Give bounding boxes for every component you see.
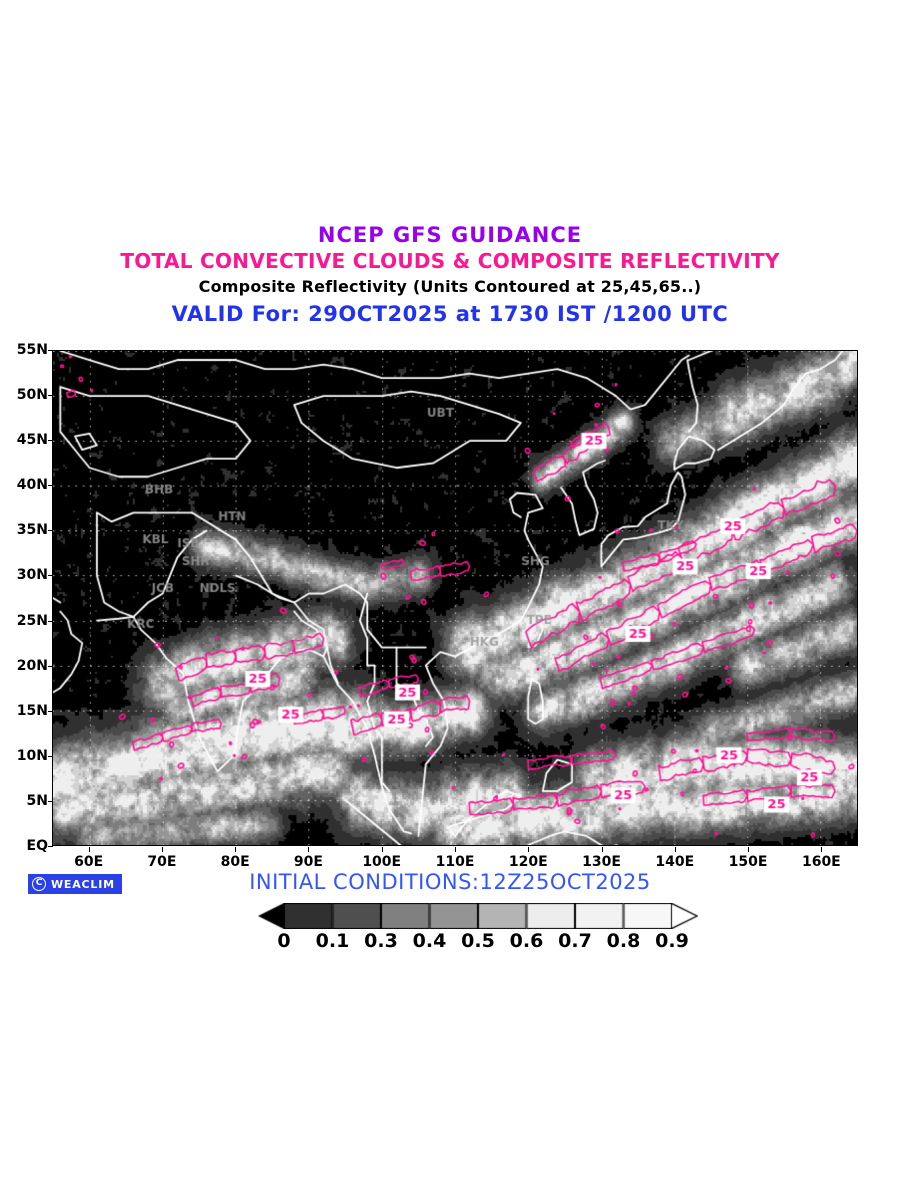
longitude-tick-mark: [88, 847, 90, 852]
longitude-axis: 60E 70E 80E 90E 100E 110E 120E 130E 140E 150E 160E: [52, 847, 858, 871]
colorbar-tick-label: 0.8: [606, 930, 641, 952]
latitude-tick-mark: [48, 485, 53, 487]
longitude-tick-label: 70E: [147, 854, 177, 870]
longitude-tick-label: 100E: [362, 854, 402, 870]
latitude-tick-label: 5N: [26, 792, 48, 809]
colorbar-tick-label: 0.1: [315, 930, 350, 952]
latitude-axis: EQ 5N 10N 15N 20N 25N 30N 35N 40N 45N 50N 55N: [0, 343, 53, 853]
longitude-tick-mark: [748, 847, 750, 852]
latitude-tick-label: 10N: [16, 747, 48, 764]
valid-time-caption: VALID For: 29OCT2025 at 1730 IST /1200 U…: [171, 302, 729, 326]
colorbar-tick-label: 0.3: [364, 930, 398, 952]
latitude-tick-mark: [48, 755, 53, 757]
units-caption: Composite Reflectivity (Units Contoured …: [198, 277, 702, 296]
colorbar-tick-label: 0.6: [509, 930, 544, 952]
longitude-tick-label: 150E: [728, 854, 768, 870]
copyright-icon: C: [32, 877, 46, 891]
longitude-tick-label: 130E: [582, 854, 621, 870]
colorbar-tick-label: 0.9: [655, 930, 689, 952]
latitude-tick-label: 35N: [16, 522, 48, 539]
longitude-tick-label: 120E: [508, 854, 548, 870]
longitude-tick-label: 90E: [293, 854, 323, 870]
latitude-tick-label: 50N: [16, 387, 48, 404]
latitude-tick-label: 30N: [16, 567, 48, 584]
latitude-tick-mark: [48, 665, 53, 667]
colorbar-tick-label: 0.5: [461, 930, 495, 952]
latitude-tick-mark: [48, 800, 53, 802]
longitude-tick-mark: [601, 847, 603, 852]
page-subtitle: TOTAL CONVECTIVE CLOUDS & COMPOSITE REFL…: [120, 249, 780, 273]
colorbar-tick-labels: 0 0.1 0.3 0.4 0.5 0.6 0.7 0.8 0.9: [258, 930, 698, 954]
longitude-tick-label: 60E: [74, 854, 104, 870]
longitude-tick-mark: [308, 847, 310, 852]
longitude-tick-label: 80E: [220, 854, 250, 870]
latitude-tick-mark: [48, 395, 53, 397]
longitude-tick-mark: [528, 847, 530, 852]
longitude-tick-label: 160E: [801, 854, 841, 870]
title-block: NCEP GFS GUIDANCE TOTAL CONVECTIVE CLOUD…: [0, 222, 900, 328]
longitude-tick-mark: [235, 847, 237, 852]
longitude-tick-mark: [455, 847, 456, 852]
initial-conditions-caption: INITIAL CONDITIONS:12Z25OCT2025: [249, 870, 651, 894]
weather-map-plot: [52, 350, 858, 846]
map-raster-canvas: [53, 351, 857, 845]
latitude-tick-label: 40N: [16, 477, 48, 494]
longitude-tick-mark: [821, 847, 823, 852]
latitude-tick-mark: [48, 620, 53, 622]
weaclim-logo: C WEACLIM: [28, 874, 122, 894]
colorbar-tick-label: 0: [277, 930, 291, 952]
latitude-tick-mark: [48, 710, 53, 712]
page-title: NCEP GFS GUIDANCE: [317, 223, 583, 247]
colorbar-tick-label: 0.4: [412, 930, 447, 952]
latitude-tick-mark: [48, 440, 53, 442]
longitude-tick-mark: [674, 847, 676, 852]
latitude-tick-label: EQ: [26, 838, 48, 854]
longitude-tick-mark: [161, 847, 163, 852]
latitude-tick-mark: [48, 575, 53, 577]
latitude-tick-mark: [48, 350, 53, 351]
latitude-tick-mark: [48, 846, 53, 847]
weaclim-logo-text: WEACLIM: [51, 877, 115, 891]
colorbar-tick-label: 0.7: [558, 930, 592, 952]
latitude-tick-label: 55N: [16, 342, 48, 358]
longitude-tick-label: 140E: [655, 854, 695, 870]
latitude-tick-label: 20N: [16, 657, 48, 674]
longitude-tick-mark: [381, 847, 383, 852]
latitude-tick-label: 25N: [16, 612, 48, 629]
latitude-tick-label: 45N: [16, 432, 48, 449]
colorbar-gradient: [258, 903, 698, 929]
latitude-tick-label: 15N: [16, 702, 48, 719]
colorbar: 0 0.1 0.3 0.4 0.5 0.6 0.7 0.8 0.9: [258, 903, 698, 955]
longitude-tick-label: 110E: [435, 854, 475, 870]
latitude-tick-mark: [48, 530, 53, 532]
